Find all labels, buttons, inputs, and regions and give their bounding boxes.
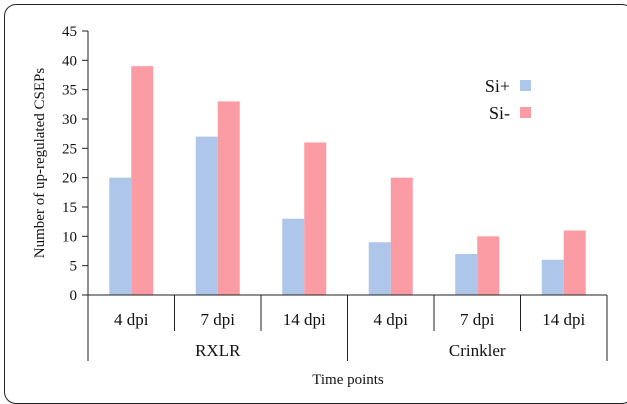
x-tick-label: 4 dpi — [114, 310, 149, 329]
bar-Si-4 — [368, 242, 391, 295]
bar-Si-2 — [195, 136, 218, 295]
y-axis-title: Number of up-regulated CSEPs — [32, 68, 48, 259]
legend-label: Si- — [489, 103, 510, 123]
bar-Si-5 — [455, 253, 478, 295]
bar-Si-3 — [282, 218, 305, 295]
y-tick-label: 20 — [62, 171, 77, 187]
y-tick-label: 10 — [62, 229, 77, 245]
y-axis: 0 5 10 15 20 25 30 35 40 45 — [62, 24, 89, 304]
y-tick-label: 25 — [62, 141, 77, 157]
bar-Si-6 — [563, 230, 586, 295]
group-label: RXLR — [195, 341, 241, 360]
x-tick-label: 7 dpi — [201, 310, 236, 329]
x-tick-label: 4 dpi — [374, 310, 409, 329]
bar-Si-3 — [304, 142, 327, 295]
y-tick-label: 30 — [62, 112, 77, 128]
y-tick-label: 35 — [62, 83, 77, 99]
x-tick-label: 14 dpi — [542, 310, 585, 329]
legend-swatch — [520, 80, 531, 91]
bar-Si-4 — [390, 177, 413, 295]
legend-swatch — [520, 107, 531, 118]
legend-label: Si+ — [485, 76, 510, 96]
bar-Si-6 — [541, 259, 564, 295]
y-tick-label: 15 — [62, 200, 77, 216]
x-axis: 4 dpi 7 dpi 14 dpi 4 dpi 7 dpi 14 dpi RXLR Crin… — [87, 294, 608, 361]
x-tick-label: 7 dpi — [460, 310, 495, 329]
bar-Si-1 — [131, 66, 154, 295]
bar-Si-2 — [217, 101, 240, 296]
x-axis-title: Time points — [312, 372, 384, 387]
bar-Si-1 — [109, 177, 132, 295]
y-tick-label: 5 — [70, 259, 78, 275]
y-tick-label: 40 — [62, 53, 77, 69]
legend: Si+ Si- — [485, 76, 531, 123]
x-tick-label: 14 dpi — [283, 310, 326, 329]
y-tick-label: 0 — [70, 288, 78, 304]
bars — [109, 66, 586, 296]
y-tick-label: 45 — [62, 24, 77, 40]
bar-Si-5 — [477, 236, 500, 295]
group-label: Crinkler — [449, 341, 506, 360]
